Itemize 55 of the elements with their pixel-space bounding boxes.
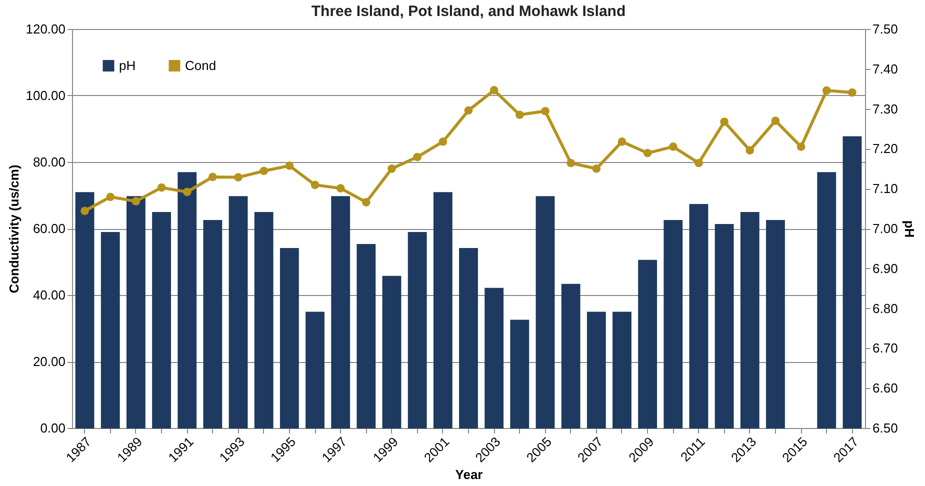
y2-tick-label: 6.80	[872, 300, 898, 316]
y-tick-label: 60.00	[32, 221, 66, 236]
y2-tick-label: 6.50	[872, 420, 898, 436]
point	[746, 146, 754, 155]
point	[848, 88, 856, 97]
point	[643, 148, 652, 158]
y2-tick-label: 6.70	[872, 340, 898, 356]
chart-title: Three Island, Pot Island, and Mohawk Island	[311, 3, 626, 20]
y2-tick-label: 6.60	[872, 380, 898, 396]
y2-tick-label: 7.20	[872, 141, 898, 156]
point	[566, 158, 576, 168]
point	[80, 206, 89, 216]
point	[362, 198, 370, 206]
point	[771, 116, 780, 125]
y-tick-label: 120.00	[26, 22, 66, 36]
point	[822, 86, 831, 95]
y-tick-label: 40.00	[32, 288, 66, 302]
point	[541, 106, 550, 116]
point	[438, 138, 448, 146]
point	[464, 106, 473, 115]
point	[260, 166, 268, 176]
y-axis-title: Conductivity (us/cm)	[6, 164, 22, 294]
point	[106, 192, 115, 202]
point	[592, 164, 601, 173]
y-tick-label: 0.00	[40, 420, 66, 436]
point	[157, 183, 166, 192]
point	[234, 173, 242, 182]
point	[490, 86, 498, 94]
point	[515, 110, 524, 119]
point	[668, 142, 678, 151]
y2-tick-label: 7.50	[872, 22, 898, 36]
point	[796, 142, 806, 151]
point	[132, 197, 140, 206]
legend-label: pH	[119, 58, 136, 73]
y2-tick-label: 7.00	[872, 221, 898, 236]
point	[336, 184, 345, 192]
y2-tick-label: 7.40	[872, 61, 898, 76]
point	[388, 164, 396, 173]
point	[285, 161, 294, 170]
point	[694, 158, 703, 168]
y-tick-label: 20.00	[32, 354, 66, 369]
x-axis-title: Year	[455, 467, 483, 482]
point	[720, 118, 728, 126]
point	[310, 180, 320, 190]
y2-tick-label: 7.10	[872, 181, 898, 196]
point	[413, 152, 422, 162]
y2-axis-title: pH	[902, 220, 917, 238]
point	[208, 172, 217, 182]
legend-label: Cond	[185, 58, 216, 73]
point	[618, 138, 626, 146]
y-tick-label: 100.00	[26, 88, 66, 103]
y2-tick-label: 7.30	[872, 101, 898, 116]
y2-tick-label: 6.90	[872, 260, 898, 276]
y-tick-label: 80.00	[32, 154, 66, 170]
point	[182, 188, 192, 196]
